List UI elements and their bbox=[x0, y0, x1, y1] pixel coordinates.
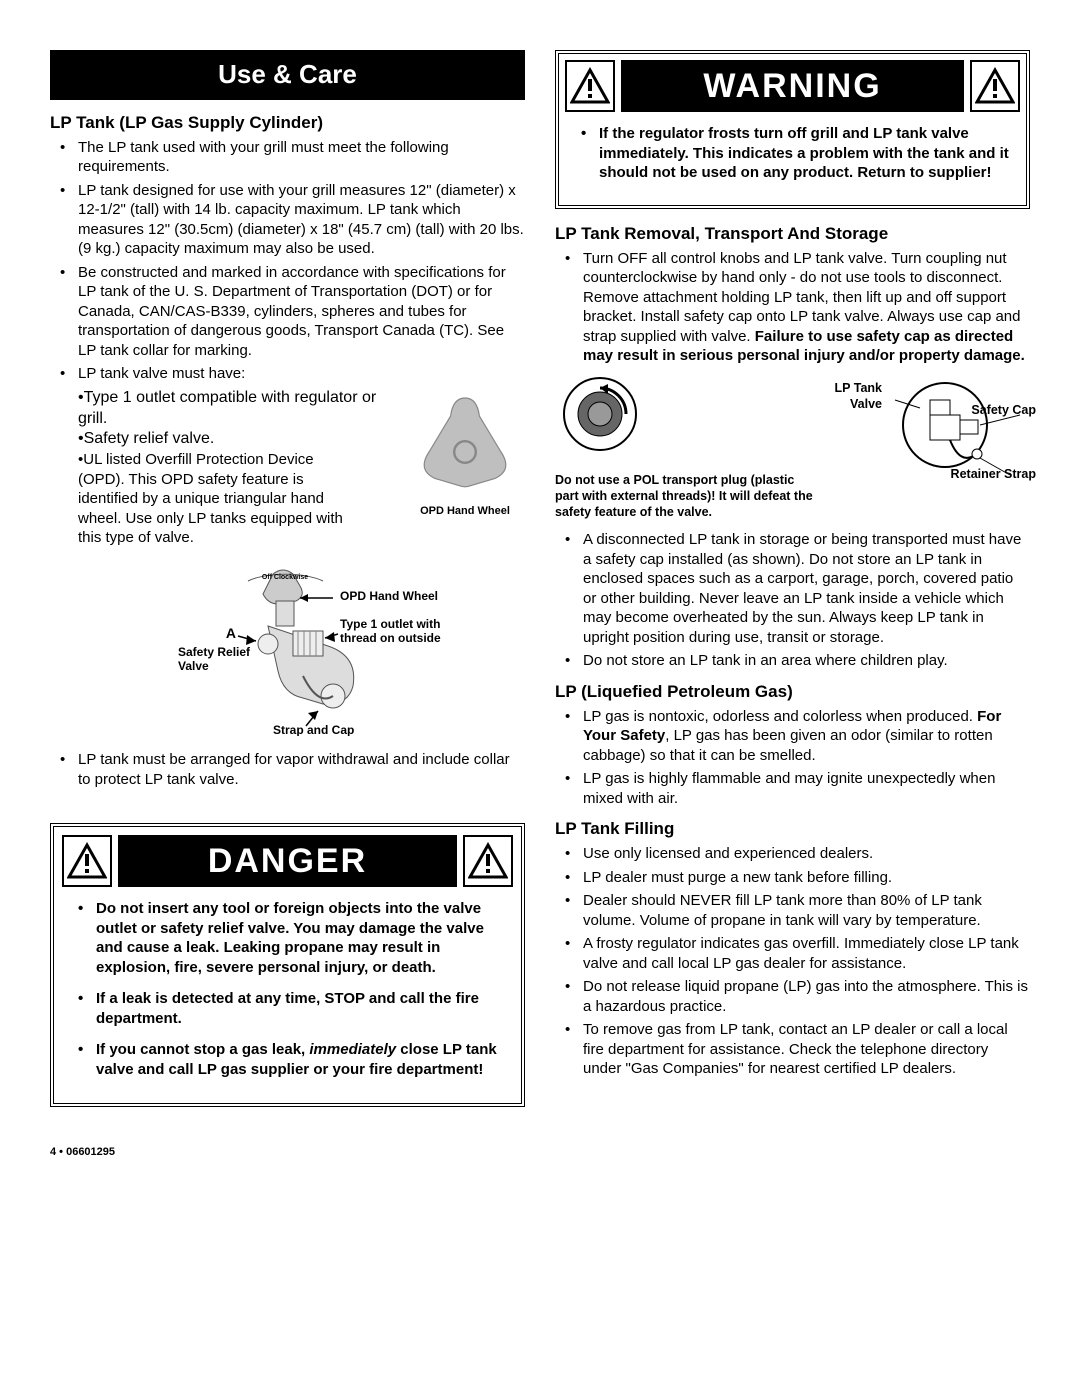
warning-triangle-icon bbox=[463, 835, 513, 887]
list-item: LP tank valve must have: bbox=[50, 364, 525, 384]
page-footer: 4 • 06601295 bbox=[50, 1145, 1030, 1159]
opd-hand-wheel-icon bbox=[405, 392, 525, 500]
list-item: Turn OFF all control knobs and LP tank v… bbox=[555, 249, 1030, 366]
valve-sub-3: •UL listed Overfill Protection Device (O… bbox=[50, 450, 350, 548]
after-figure-list: LP tank must be arranged for vapor withd… bbox=[50, 750, 525, 789]
list-item: The LP tank used with your grill must me… bbox=[50, 138, 525, 177]
list-item: LP dealer must purge a new tank before f… bbox=[555, 868, 1030, 888]
label-type1-1: Type 1 outlet with bbox=[340, 617, 440, 631]
danger-header: DANGER bbox=[62, 835, 513, 887]
label-type1-2: thread on outside bbox=[340, 631, 441, 645]
safety-cap-figure: Safety Cap Retainer Strap bbox=[890, 380, 1030, 496]
list-item: LP gas is nontoxic, odorless and colorle… bbox=[555, 707, 1030, 766]
lp-tank-heading: LP Tank (LP Gas Supply Cylinder) bbox=[50, 112, 525, 134]
list-item: Dealer should NEVER fill LP tank more th… bbox=[555, 891, 1030, 930]
warning-box: WARNING If the regulator frosts turn off… bbox=[555, 50, 1030, 209]
list-item: Use only licensed and experienced dealer… bbox=[555, 844, 1030, 864]
list-item: LP tank designed for use with your grill… bbox=[50, 181, 525, 259]
warning-triangle-icon bbox=[565, 60, 615, 112]
list-item: LP gas is highly flammable and may ignit… bbox=[555, 769, 1030, 808]
right-column: WARNING If the regulator frosts turn off… bbox=[555, 50, 1030, 1121]
safety-cap-label: Safety Cap bbox=[971, 402, 1036, 418]
use-care-header: Use & Care bbox=[50, 50, 525, 100]
danger-title: DANGER bbox=[118, 835, 457, 887]
label-srv-2: Valve bbox=[178, 659, 209, 673]
lp-tank-list: The LP tank used with your grill must me… bbox=[50, 138, 525, 384]
warning-header: WARNING bbox=[565, 60, 1020, 112]
label-srv-1: Safety Relief bbox=[178, 645, 251, 659]
removal-heading: LP Tank Removal, Transport And Storage bbox=[555, 223, 1030, 245]
removal-rest-list: A disconnected LP tank in storage or bei… bbox=[555, 530, 1030, 671]
removal-list: Turn OFF all control knobs and LP tank v… bbox=[555, 249, 1030, 366]
label-strap-cap: Strap and Cap bbox=[273, 723, 354, 736]
label-opd: OPD Hand Wheel bbox=[340, 589, 438, 603]
warning-triangle-icon bbox=[62, 835, 112, 887]
list-item: A frosty regulator indicates gas overfil… bbox=[555, 934, 1030, 973]
list-item: Do not store an LP tank in an area where… bbox=[555, 651, 1030, 671]
off-clockwise-label: Off Clockwise bbox=[261, 574, 307, 581]
danger-body: Do not insert any tool or foreign object… bbox=[62, 895, 513, 1095]
page: Use & Care LP Tank (LP Gas Supply Cylind… bbox=[50, 50, 1030, 1121]
lp-gas-list: LP gas is nontoxic, odorless and colorle… bbox=[555, 707, 1030, 809]
coupling-nut-icon bbox=[560, 374, 640, 454]
warning-body: If the regulator frosts turn off grill a… bbox=[565, 120, 1020, 199]
opd-hand-wheel-figure: OPD Hand Wheel bbox=[405, 392, 525, 519]
warning-item: If the regulator frosts turn off grill a… bbox=[571, 124, 1014, 183]
filling-heading: LP Tank Filling bbox=[555, 818, 1030, 840]
danger-item: Do not insert any tool or foreign object… bbox=[68, 899, 507, 977]
list-item: LP tank must be arranged for vapor withd… bbox=[50, 750, 525, 789]
coupling-nut-figure bbox=[555, 374, 645, 460]
valve-assembly-icon: Off Clockwise bbox=[128, 556, 448, 736]
left-column: Use & Care LP Tank (LP Gas Supply Cylind… bbox=[50, 50, 525, 1121]
lp-gas-heading: LP (Liquefied Petroleum Gas) bbox=[555, 681, 1030, 703]
list-item: Do not release liquid propane (LP) gas i… bbox=[555, 977, 1030, 1016]
lp-tank-valve-label: LP Tank Valve bbox=[822, 380, 882, 413]
list-item: A disconnected LP tank in storage or bei… bbox=[555, 530, 1030, 647]
label-a: A bbox=[225, 625, 235, 641]
pol-note: Do not use a POL transport plug (plastic… bbox=[555, 473, 815, 520]
list-item: To remove gas from LP tank, contact an L… bbox=[555, 1020, 1030, 1079]
valve-assembly-figure: Off Clockwise bbox=[50, 556, 525, 740]
list-item: Be constructed and marked in accordance … bbox=[50, 263, 525, 361]
opd-caption: OPD Hand Wheel bbox=[405, 504, 525, 518]
danger-item: If you cannot stop a gas leak, immediate… bbox=[68, 1040, 507, 1079]
danger-box: DANGER Do not insert any tool or foreign… bbox=[50, 823, 525, 1107]
warning-title: WARNING bbox=[621, 60, 964, 112]
filling-list: Use only licensed and experienced dealer… bbox=[555, 844, 1030, 1079]
warning-triangle-icon bbox=[970, 60, 1020, 112]
danger-item: If a leak is detected at any time, STOP … bbox=[68, 989, 507, 1028]
retainer-strap-label: Retainer Strap bbox=[951, 466, 1036, 482]
